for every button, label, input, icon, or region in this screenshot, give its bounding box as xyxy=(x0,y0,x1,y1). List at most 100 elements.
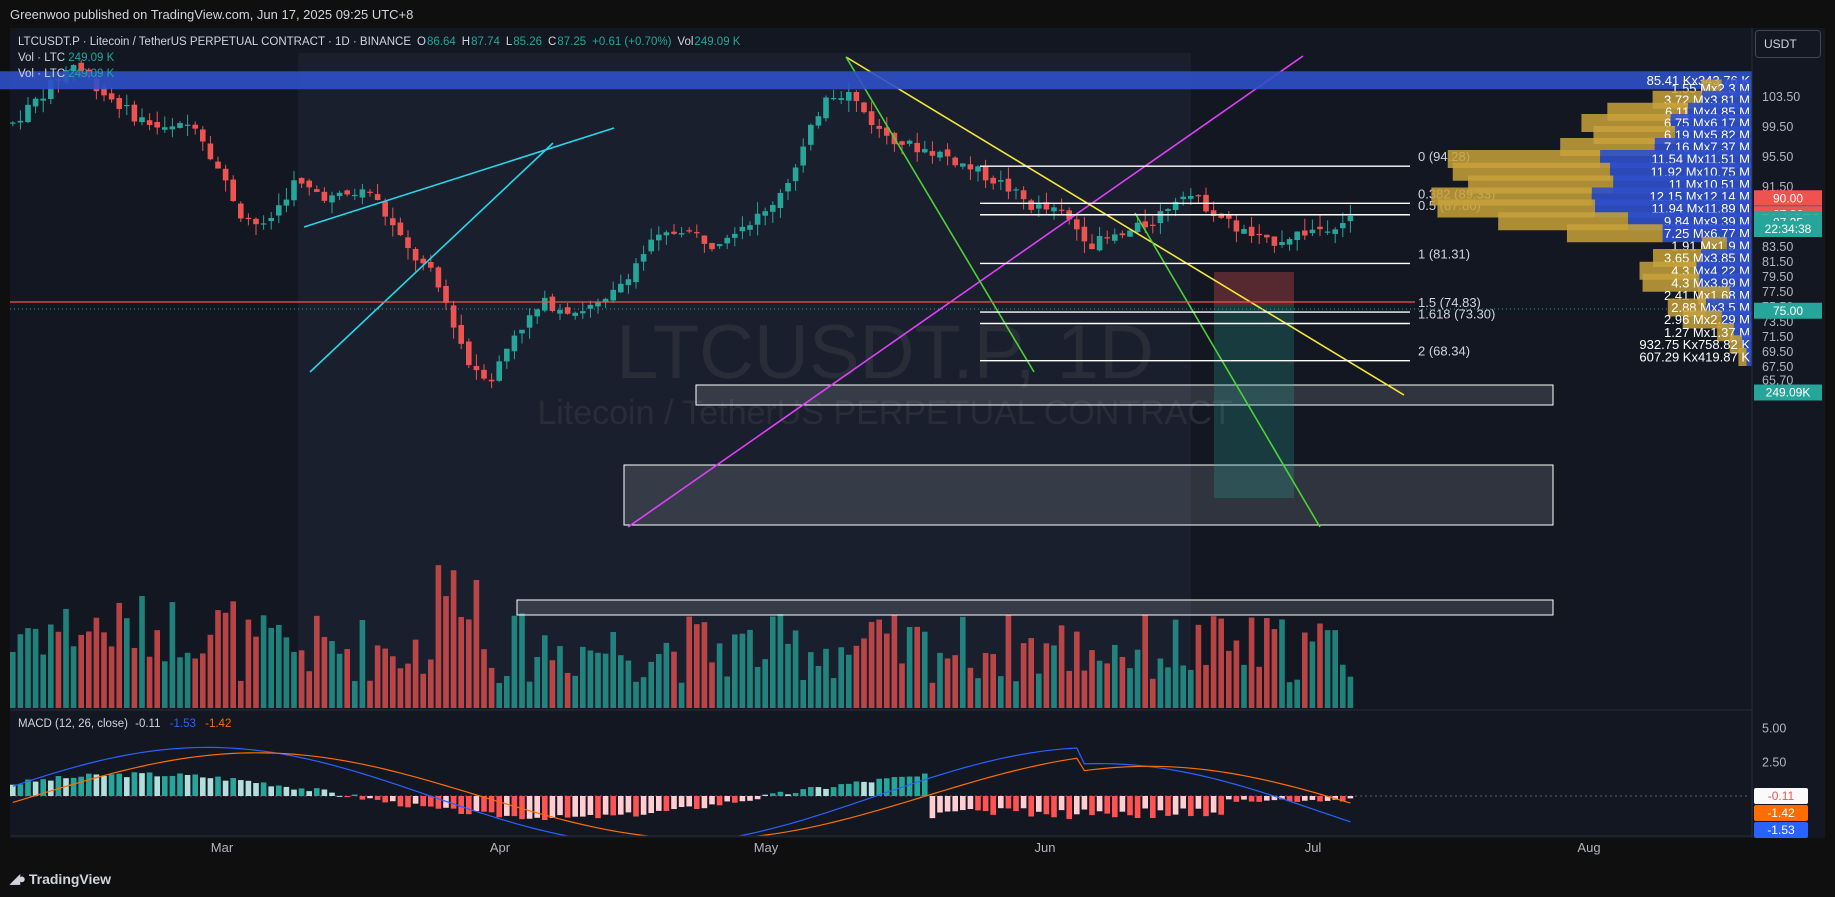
macd-hist-bar xyxy=(1089,796,1095,816)
candle-body xyxy=(306,180,312,188)
macd-hist-bar xyxy=(906,776,913,796)
macd-hist-bar xyxy=(359,796,366,800)
candle-body xyxy=(678,233,685,235)
macd-hist-bar xyxy=(724,796,730,802)
candle-body xyxy=(1210,210,1217,216)
volume-bar xyxy=(314,615,320,708)
currency-button[interactable]: USDT xyxy=(1755,30,1821,58)
volume-bar xyxy=(1036,673,1042,708)
macd-hist-bar xyxy=(131,772,138,796)
macd-hist-bar xyxy=(960,796,966,811)
volume-bar xyxy=(10,651,16,708)
candle-body xyxy=(762,211,768,216)
vp-blue xyxy=(0,71,1752,90)
candle-body xyxy=(808,124,814,145)
candle-body xyxy=(656,234,662,241)
macd-line xyxy=(12,746,1351,836)
vol-row-1: Vol · LTC 249.09 K xyxy=(18,52,115,64)
tradingview-logo-icon: ◢● xyxy=(10,871,26,886)
macd-hist-bar xyxy=(428,796,434,807)
volume-bar xyxy=(55,631,62,708)
macd-hist-bar xyxy=(899,776,905,796)
vp-gold xyxy=(1566,224,1663,243)
volume-bar xyxy=(602,653,609,708)
volume-bar xyxy=(1150,678,1156,708)
macd-hist-bar xyxy=(458,796,464,814)
macd-hist-bar xyxy=(25,779,31,796)
candle-body xyxy=(922,149,928,153)
candle-body xyxy=(1150,224,1156,226)
candle-body xyxy=(1112,234,1118,241)
tradingview-logo[interactable]: ◢● TradingView xyxy=(10,871,111,887)
candle-body xyxy=(754,213,761,225)
signal-line xyxy=(12,752,1351,836)
volume-bar xyxy=(215,610,221,708)
macd-hist-bar xyxy=(625,796,632,813)
candle-body xyxy=(458,325,464,344)
zone-68 xyxy=(516,599,1554,616)
candle-body xyxy=(139,117,145,123)
volume-bar xyxy=(207,634,214,708)
macd-hist-bar xyxy=(1013,796,1019,811)
trend-drawings[interactable] xyxy=(10,55,1750,528)
volume-bar xyxy=(549,660,556,708)
macd-hist-bar xyxy=(70,777,77,796)
macd-hist-bar xyxy=(184,774,191,796)
candle-body xyxy=(17,120,24,123)
macd-hist-bar xyxy=(146,772,153,796)
volume-bar xyxy=(914,626,920,708)
candle-body xyxy=(1241,228,1247,234)
macd-legend: MACD (12, 26, close) -0.11 -1.53 -1.42 xyxy=(18,718,231,730)
short-risk-box xyxy=(1214,272,1294,306)
candle-body xyxy=(473,366,480,371)
candle-body xyxy=(937,151,943,158)
volume-bar xyxy=(93,617,100,708)
macd-hist-bar xyxy=(785,794,791,796)
macd-hist-bar xyxy=(101,776,107,796)
candle-body xyxy=(694,232,700,234)
volume-bar xyxy=(944,658,951,708)
candle-body xyxy=(1195,195,1202,197)
candle-body xyxy=(314,189,320,192)
candle-body xyxy=(1279,241,1285,246)
macd-hist-bar xyxy=(124,777,130,796)
macd-hist-bar xyxy=(1165,796,1171,816)
brand-label: TradingView xyxy=(28,871,112,887)
volume-bar xyxy=(1134,649,1141,708)
candle-body xyxy=(70,65,77,72)
candle-body xyxy=(1332,229,1338,234)
volume-bar xyxy=(770,616,776,708)
volume-bar xyxy=(906,627,913,708)
candle-body xyxy=(390,218,396,226)
macd-hist-bar xyxy=(747,796,753,801)
candle-body xyxy=(830,97,837,100)
macd-hist-bar xyxy=(473,796,480,812)
volume-bar xyxy=(101,632,107,708)
macd-hist-bar xyxy=(1302,796,1308,801)
vp-blue xyxy=(1746,348,1752,366)
price-tag-text: 249.09K xyxy=(1766,386,1811,400)
candle-body xyxy=(1302,230,1308,236)
candle-body xyxy=(1340,223,1346,229)
candle-body xyxy=(1256,233,1262,236)
macd-hist-bar xyxy=(739,796,746,802)
candle-body xyxy=(169,126,176,130)
macd-hist-bar xyxy=(1347,796,1354,799)
macd-hist-bar xyxy=(40,779,46,796)
volume-bar xyxy=(1210,616,1217,708)
macd-hist-bar xyxy=(823,788,829,796)
macd-hist-bar xyxy=(200,777,206,796)
candle-body xyxy=(276,205,282,216)
macd-hist-bar xyxy=(572,796,578,817)
volume-bar xyxy=(640,677,647,708)
volume-bar xyxy=(830,678,837,708)
volume-bar xyxy=(861,638,867,708)
volume-bar xyxy=(1317,623,1323,708)
candle-body xyxy=(1058,209,1065,211)
candlesticks xyxy=(10,59,1354,389)
volume-bar xyxy=(86,631,92,708)
macd-hist-bar xyxy=(656,796,662,811)
macd-hist-bar xyxy=(861,781,867,796)
volume-bar xyxy=(397,668,404,708)
